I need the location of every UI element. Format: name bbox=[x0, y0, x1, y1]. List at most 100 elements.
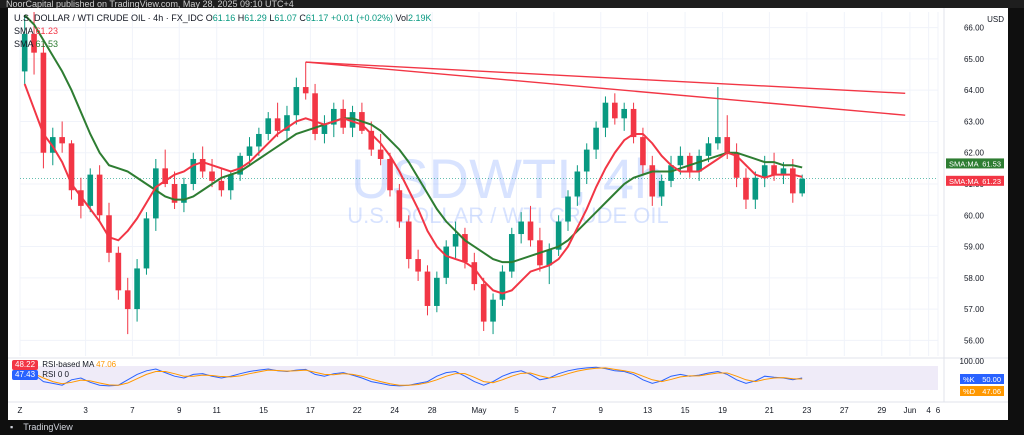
candle-body[interactable] bbox=[181, 184, 187, 203]
candle-body[interactable] bbox=[602, 102, 609, 128]
candle-body[interactable] bbox=[209, 171, 215, 181]
candle-body[interactable] bbox=[330, 108, 337, 125]
candle-body[interactable] bbox=[574, 171, 581, 197]
footer-brand: TradingView bbox=[23, 422, 73, 432]
candle-body[interactable] bbox=[40, 52, 47, 153]
candle-body[interactable] bbox=[434, 277, 440, 306]
candle-body[interactable] bbox=[321, 124, 328, 134]
candle-body[interactable] bbox=[143, 218, 150, 269]
candle-body[interactable] bbox=[293, 87, 300, 116]
sma-red-line[interactable] bbox=[23, 83, 803, 295]
candle-body[interactable] bbox=[21, 33, 28, 72]
candle-body[interactable] bbox=[302, 87, 309, 94]
candle-body[interactable] bbox=[96, 174, 103, 216]
candle-body[interactable] bbox=[555, 221, 562, 250]
candle-body[interactable] bbox=[677, 155, 684, 166]
candle-body[interactable] bbox=[59, 137, 65, 144]
candle-body[interactable] bbox=[396, 190, 403, 222]
y-tick-label: 65.00 bbox=[964, 55, 985, 64]
candle-body[interactable] bbox=[518, 221, 524, 235]
candle-body[interactable] bbox=[124, 290, 131, 310]
candle-body[interactable] bbox=[733, 152, 740, 178]
rsi-pill-value: 47.06 bbox=[982, 387, 1001, 396]
candle-body[interactable] bbox=[630, 108, 637, 138]
candle-body[interactable] bbox=[658, 180, 665, 197]
candle-body[interactable] bbox=[199, 158, 206, 172]
candle-body[interactable] bbox=[274, 118, 281, 131]
candle-body[interactable] bbox=[87, 174, 94, 206]
x-tick-label: 22 bbox=[353, 406, 362, 415]
candle-body[interactable] bbox=[246, 146, 253, 156]
resistance-trendline[interactable] bbox=[305, 61, 906, 95]
rsi-legend-row1[interactable]: 48.22 RSI-based MA 47.06 bbox=[12, 360, 116, 370]
candle-body[interactable] bbox=[705, 143, 712, 156]
legend-sma-green-row[interactable]: SMA 61.53 bbox=[14, 38, 432, 51]
legend-sma-red-row[interactable]: SMA 61.23 bbox=[14, 25, 432, 38]
candle-body[interactable] bbox=[171, 184, 178, 203]
rsi-d-line[interactable] bbox=[24, 367, 803, 386]
candle-body[interactable] bbox=[134, 268, 140, 310]
candle-body[interactable] bbox=[227, 174, 234, 191]
candle-body[interactable] bbox=[405, 221, 412, 260]
candle-body[interactable] bbox=[649, 165, 656, 197]
candle-body[interactable] bbox=[621, 108, 628, 119]
candle-body[interactable] bbox=[153, 168, 159, 219]
rsi-legend-row2[interactable]: 47.43 RSI 0 0 bbox=[12, 370, 116, 380]
candle-body[interactable] bbox=[508, 234, 515, 272]
candle-body[interactable] bbox=[499, 271, 506, 300]
candle-body[interactable] bbox=[527, 221, 534, 241]
candle-body[interactable] bbox=[696, 155, 702, 172]
candle-body[interactable] bbox=[237, 155, 243, 175]
candle-body[interactable] bbox=[546, 249, 553, 266]
candle-body[interactable] bbox=[668, 165, 674, 181]
candle-body[interactable] bbox=[686, 155, 693, 172]
candle-body[interactable] bbox=[743, 177, 749, 200]
tradingview-logo-icon: ▪ bbox=[10, 422, 14, 432]
candle-body[interactable] bbox=[443, 246, 450, 278]
candle-body[interactable] bbox=[462, 234, 468, 263]
legend-high: 61.29 bbox=[244, 13, 267, 23]
candle-body[interactable] bbox=[490, 299, 496, 322]
rsi-k-line[interactable] bbox=[24, 366, 803, 387]
candle-body[interactable] bbox=[190, 158, 197, 184]
rsi-legend-extra2: 0 0 bbox=[57, 370, 69, 379]
candle-body[interactable] bbox=[377, 149, 384, 159]
candle-body[interactable] bbox=[640, 137, 646, 166]
candle-body[interactable] bbox=[583, 149, 590, 172]
x-tick-label: 17 bbox=[306, 406, 315, 415]
resistance-trendline[interactable] bbox=[305, 61, 906, 116]
candle-body[interactable] bbox=[415, 259, 421, 272]
candle-body[interactable] bbox=[593, 127, 599, 150]
candle-body[interactable] bbox=[312, 93, 318, 134]
candle-body[interactable] bbox=[265, 118, 272, 134]
chart-panel[interactable]: 56.0057.0058.0059.0060.0061.0062.0063.00… bbox=[8, 8, 1008, 420]
candle-body[interactable] bbox=[799, 178, 805, 194]
candle-body[interactable] bbox=[780, 168, 787, 175]
candle-body[interactable] bbox=[349, 112, 356, 128]
candle-body[interactable] bbox=[256, 133, 262, 147]
candle-body[interactable] bbox=[724, 137, 731, 153]
candle-body[interactable] bbox=[565, 196, 571, 222]
candle-body[interactable] bbox=[387, 158, 393, 191]
candle-body[interactable] bbox=[31, 33, 37, 53]
candle-body[interactable] bbox=[480, 284, 487, 322]
candle-body[interactable] bbox=[715, 137, 721, 144]
candle-body[interactable] bbox=[789, 168, 796, 194]
candle-body[interactable] bbox=[368, 130, 375, 150]
candle-body[interactable] bbox=[68, 143, 75, 191]
legend-symbol[interactable]: U.S. DOLLAR / WTI CRUDE OIL · 4h · FX_ID… bbox=[14, 13, 204, 23]
candle-body[interactable] bbox=[761, 165, 768, 178]
candle-body[interactable] bbox=[471, 262, 478, 285]
candle-body[interactable] bbox=[612, 102, 618, 119]
candle-body[interactable] bbox=[752, 177, 759, 200]
candle-body[interactable] bbox=[424, 271, 431, 306]
x-tick-label: 3 bbox=[83, 406, 88, 415]
candle-body[interactable] bbox=[115, 252, 122, 291]
candle-body[interactable] bbox=[218, 180, 225, 191]
candle-body[interactable] bbox=[162, 168, 169, 184]
candle-body[interactable] bbox=[771, 165, 777, 175]
candle-body[interactable] bbox=[452, 234, 459, 247]
candle-body[interactable] bbox=[284, 115, 290, 131]
candle-body[interactable] bbox=[106, 215, 112, 253]
chart-svg[interactable]: 56.0057.0058.0059.0060.0061.0062.0063.00… bbox=[8, 8, 1008, 420]
